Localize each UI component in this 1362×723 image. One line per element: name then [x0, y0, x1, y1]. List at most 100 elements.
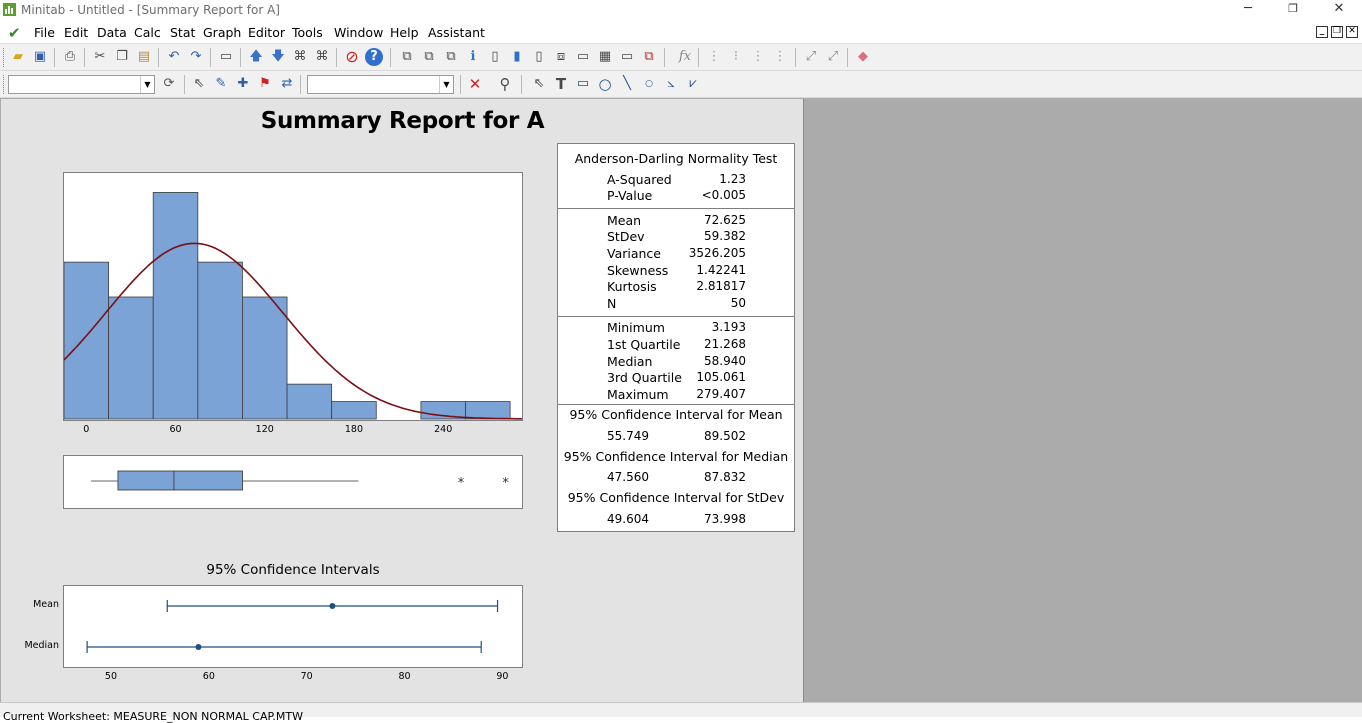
menu-graph[interactable]: Graph: [203, 25, 242, 40]
move-down-icon[interactable]: 🡇: [271, 49, 285, 64]
find-icon[interactable]: ⌘: [293, 49, 307, 64]
brush-pen-icon[interactable]: ✎: [215, 76, 227, 91]
cut-icon[interactable]: ✂: [94, 49, 106, 64]
toolbar-grip[interactable]: [3, 48, 6, 67]
delete-icon[interactable]: ✕: [468, 75, 482, 93]
graph-toggle-icon[interactable]: ⋮: [773, 49, 787, 64]
stat-value: 105.061: [696, 370, 746, 384]
brush-columns-icon[interactable]: ⋮: [751, 49, 765, 64]
toolbar-grip[interactable]: [3, 75, 6, 94]
copy-icon[interactable]: ❐: [116, 49, 128, 64]
save-icon[interactable]: ▣: [33, 49, 47, 64]
flag-icon[interactable]: ⚑: [259, 76, 271, 91]
find-next-icon[interactable]: ⌘: [315, 49, 329, 64]
stat-label: P-Value: [607, 188, 653, 203]
menu-data[interactable]: Data: [97, 25, 127, 40]
menu-editor[interactable]: Editor: [248, 25, 285, 40]
graph-window-icon[interactable]: ⧉: [424, 49, 434, 64]
close-graphs-icon[interactable]: ⧉: [644, 49, 654, 64]
swap-icon[interactable]: ⇄: [281, 76, 293, 91]
restore-button[interactable]: ❐: [1288, 2, 1298, 15]
menu-edit[interactable]: Edit: [64, 25, 89, 40]
stat-label: Skewness: [607, 263, 669, 278]
mdi-close-button[interactable]: ✕: [1346, 26, 1358, 38]
ci-x-tick-label: 80: [398, 671, 411, 682]
graph-element-combo[interactable]: ▼: [307, 75, 454, 94]
ci-row-label: Median: [24, 640, 59, 651]
menu-tools[interactable]: Tools: [292, 25, 323, 40]
brush-icon[interactable]: ⋮: [707, 49, 721, 64]
mdi-restore-button[interactable]: ❐: [1331, 26, 1343, 38]
graph-editing-toolbar: ▼ ⟳ ⇖ ✎ ✚ ⚑ ⇄ ▼ ✕ ⚲ ⇖ T ▭ ○ ╲ ○ ⦣ ⩗: [0, 71, 1362, 98]
print-icon[interactable]: ⎙: [64, 49, 76, 64]
stat-label: Median: [607, 354, 653, 369]
auto-update-icon[interactable]: ⤢: [827, 49, 839, 64]
menu-file[interactable]: File: [34, 25, 55, 40]
ci-point-median: [195, 644, 202, 650]
ci-stdev-high: 73.998: [704, 512, 746, 526]
stat-label: Minimum: [607, 320, 665, 335]
ci-panel[interactable]: [63, 585, 523, 668]
layout-icon[interactable]: ⧉: [402, 49, 412, 64]
stat-label: 3rd Quartile: [607, 370, 682, 385]
stat-value: 58.940: [704, 354, 746, 368]
undo-icon[interactable]: ↶: [168, 49, 180, 64]
session-icon[interactable]: ⧉: [446, 49, 456, 64]
menu-assistant[interactable]: Assistant: [428, 25, 485, 40]
histogram-panel[interactable]: [63, 172, 523, 421]
stat-value: 72.625: [704, 213, 746, 227]
chevron-down-icon[interactable]: ▼: [439, 76, 453, 93]
history-icon[interactable]: ⧈: [556, 49, 566, 64]
boxplot-panel[interactable]: * *: [63, 455, 523, 509]
mdi-minimize-button[interactable]: _: [1316, 26, 1328, 38]
worksheet-combo[interactable]: ▼: [8, 75, 155, 94]
stat-value: 279.407: [696, 387, 746, 401]
menu-window[interactable]: Window: [334, 25, 384, 40]
ci-x-tick-label: 50: [104, 671, 118, 682]
formula-icon[interactable]: fx: [678, 49, 692, 64]
ci-x-tick-label: 70: [300, 671, 313, 682]
minimize-button[interactable]: ─: [1244, 1, 1252, 16]
divider: [558, 208, 794, 209]
report-pad-icon[interactable]: ▦: [598, 49, 612, 64]
help-icon[interactable]: ?: [365, 48, 383, 66]
ci-chart-title: 95% Confidence Intervals: [206, 562, 380, 578]
polyline-tool-icon[interactable]: ⦣: [667, 76, 675, 91]
menu-stat[interactable]: Stat: [170, 25, 196, 40]
pointer-icon[interactable]: ⇖: [533, 76, 545, 91]
rectangle-tool-icon[interactable]: ▭: [576, 76, 590, 91]
open-icon[interactable]: ▰: [13, 49, 23, 64]
text-tool-icon[interactable]: T: [555, 75, 567, 93]
menu-help[interactable]: Help: [390, 25, 419, 40]
zoom-icon[interactable]: ⚲: [499, 75, 511, 93]
refresh-icon[interactable]: ⟳: [163, 76, 175, 91]
cancel-icon[interactable]: ⊘: [345, 47, 359, 66]
ellipse-tool-icon[interactable]: ○: [598, 75, 612, 93]
graphs-folder-icon[interactable]: ▯: [535, 49, 543, 64]
update-graph-icon[interactable]: ⤢: [805, 49, 817, 64]
ci-row-label: Mean: [33, 599, 59, 610]
report-icon[interactable]: ▭: [620, 49, 634, 64]
paste-icon[interactable]: ▤: [137, 49, 151, 64]
project-manager-icon[interactable]: ▯: [491, 49, 499, 64]
polygon-tool-icon[interactable]: ⩗: [689, 76, 697, 91]
histogram-bar-9: [465, 401, 511, 420]
worksheet-icon[interactable]: ▮: [513, 49, 521, 64]
histogram-bar-0: [64, 261, 110, 420]
close-button[interactable]: ✕: [1333, 1, 1345, 16]
marker-tool-icon[interactable]: ○: [645, 79, 653, 89]
ci-stdev-low: 49.604: [607, 512, 649, 526]
redo-icon[interactable]: ↷: [190, 49, 202, 64]
info-icon[interactable]: ℹ: [470, 49, 476, 64]
line-tool-icon[interactable]: ╲: [623, 76, 631, 91]
crosshair-icon[interactable]: ✚: [237, 76, 249, 91]
table-icon[interactable]: ▭: [576, 49, 590, 64]
eraser-icon[interactable]: ◆: [858, 49, 868, 64]
window-icon[interactable]: ▭: [219, 49, 233, 64]
select-icon[interactable]: ⇖: [193, 76, 205, 91]
chevron-down-icon[interactable]: ▼: [140, 76, 154, 93]
move-up-icon[interactable]: 🡅: [249, 49, 263, 64]
set-id-icon[interactable]: ⁝: [733, 49, 739, 64]
menu-calc[interactable]: Calc: [134, 25, 161, 40]
stat-label: 1st Quartile: [607, 337, 681, 352]
